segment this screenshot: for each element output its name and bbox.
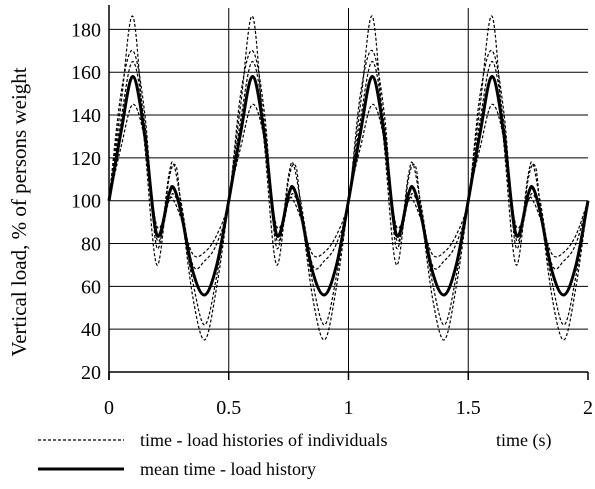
y-axis-label: Vertical load, % of persons weight xyxy=(7,67,31,356)
mean-series-line xyxy=(107,75,590,297)
x-tick-label: 1 xyxy=(344,397,354,419)
x-tick-label: 1.5 xyxy=(456,397,481,419)
y-tick-label: 180 xyxy=(71,19,101,41)
tick-labels: 20 40 60 80 100 120 140 160 180 0 0.5 1 1.5 2 xyxy=(71,19,593,419)
x-tick-label: 0.5 xyxy=(216,397,241,419)
legend-mean-label: mean time - load history xyxy=(140,459,316,479)
legend: time - load histories of individuals mea… xyxy=(38,430,387,479)
gridlines xyxy=(109,8,588,372)
y-tick-label: 120 xyxy=(71,148,101,170)
y-tick-label: 60 xyxy=(81,276,101,298)
y-tick-label: 140 xyxy=(71,105,101,127)
x-axis-label: time (s) xyxy=(496,430,552,451)
y-tick-label: 80 xyxy=(81,234,101,256)
axes xyxy=(108,5,589,380)
x-tick-label: 2 xyxy=(583,397,593,419)
y-tick-label: 160 xyxy=(71,62,101,84)
x-tick-label: 0 xyxy=(104,397,114,419)
legend-individuals-label: time - load histories of individuals xyxy=(140,430,387,450)
y-tick-label: 40 xyxy=(81,319,101,341)
series-lines xyxy=(107,15,590,341)
y-tick-label: 100 xyxy=(71,191,101,213)
y-tick-label: 20 xyxy=(81,362,101,384)
